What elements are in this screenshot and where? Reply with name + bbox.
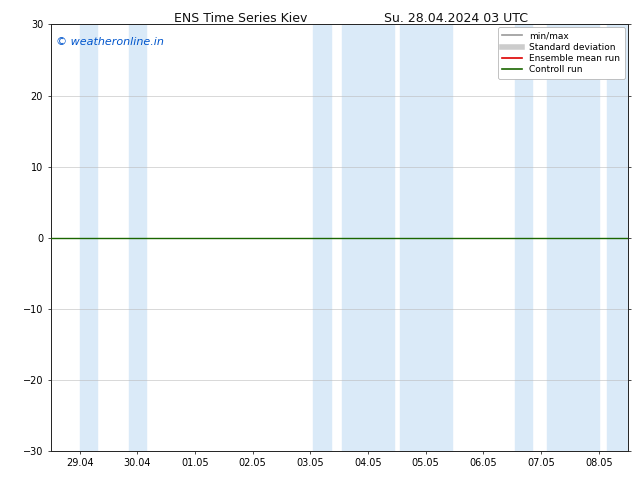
Bar	[607, 24, 628, 451]
Bar	[129, 24, 146, 451]
Text: ENS Time Series Kiev: ENS Time Series Kiev	[174, 12, 307, 25]
Legend: min/max, Standard deviation, Ensemble mean run, Controll run: min/max, Standard deviation, Ensemble me…	[498, 27, 625, 79]
Bar	[400, 24, 451, 451]
Bar	[313, 24, 330, 451]
Bar	[79, 24, 97, 451]
Bar	[547, 24, 598, 451]
Text: © weatheronline.in: © weatheronline.in	[56, 37, 164, 48]
Text: Su. 28.04.2024 03 UTC: Su. 28.04.2024 03 UTC	[384, 12, 529, 25]
Bar	[342, 24, 394, 451]
Bar	[515, 24, 533, 451]
